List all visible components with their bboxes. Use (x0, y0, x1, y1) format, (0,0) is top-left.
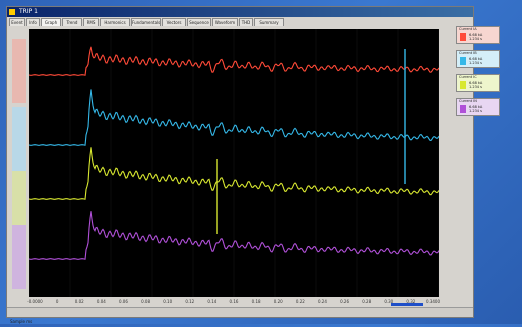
x-tick-label: 0.22 (295, 299, 305, 304)
legend-value-line: 1.234 s (469, 85, 482, 89)
tab-strip: Event Info Graph Trend RMS Harmonics Fundament… (9, 18, 471, 27)
legend-value-line: 1.234 s (469, 37, 482, 41)
x-tick-label: 0.28 (362, 299, 372, 304)
x-tick-label: 0.32 (406, 299, 416, 304)
tab-info[interactable]: Info (26, 18, 40, 26)
legend-swatch (460, 33, 466, 41)
yellow-trace (29, 147, 439, 200)
x-tick-label: 0.04 (96, 299, 106, 304)
legend-values: 6.68 kA 1.234 s (469, 57, 482, 65)
x-tick-label: 0 (55, 299, 59, 304)
waveform-svg (29, 29, 439, 297)
x-tick-label: 0.26 (340, 299, 349, 304)
title-bar[interactable]: TRIP 1 (7, 7, 473, 17)
legend-header: Current IN (459, 99, 477, 103)
x-tick-label: 0.02 (74, 299, 84, 304)
legend-header: Current IB (459, 51, 477, 55)
legend-values: 6.68 kA 1.234 s (469, 105, 482, 113)
y-label-yellow (12, 171, 26, 225)
x-tick-label: 0.24 (317, 299, 327, 304)
legend-item[interactable]: Current IC 6.68 kA 1.234 s (456, 74, 500, 92)
y-label-blue (12, 107, 26, 171)
y-axis-sidebar (11, 29, 28, 297)
x-tick-label: 0.30 (384, 299, 394, 304)
legend-header: Current IC (459, 75, 477, 79)
waveform-plot[interactable] (29, 29, 439, 297)
window-title: TRIP 1 (19, 8, 38, 15)
legend-swatch (460, 81, 466, 89)
tab-event[interactable]: Event (9, 18, 25, 26)
status-text: Sample ms (10, 319, 33, 324)
tab-graph[interactable]: Graph (41, 18, 61, 26)
legend-item[interactable]: Current IN 6.68 kA 1.234 s (456, 98, 500, 116)
x-tick-label: 0.20 (273, 299, 283, 304)
legend-swatch (460, 105, 466, 113)
legend-header: Current IA (459, 27, 477, 31)
legend-values: 6.68 kA 1.234 s (469, 81, 482, 89)
tab-vectors[interactable]: Vectors (162, 18, 186, 26)
x-tick-label: 0.08 (141, 299, 150, 304)
legend-value-line: 6.68 kA (469, 57, 483, 61)
tab-harmonics[interactable]: Harmonics (100, 18, 130, 26)
x-tick-label: 0.06 (118, 299, 128, 304)
x-axis: -0.0000 0 0.02 0.04 0.06 0.08 0.10 0.12 0.14 0.16… (27, 298, 440, 308)
tab-summary[interactable]: Summary (254, 18, 284, 26)
legend-value-line: 1.234 s (469, 61, 482, 65)
x-tick-label: 0.3400 (426, 299, 440, 304)
tab-waveform[interactable]: Waveform (212, 18, 238, 26)
x-tick-label: -0.0000 (27, 299, 43, 304)
purple-trace (29, 211, 439, 260)
tab-rms[interactable]: RMS (83, 18, 99, 26)
x-tick-label: 0.18 (251, 299, 261, 304)
main-window: TRIP 1 Event Info Graph Trend RMS Harmonics Fu… (6, 6, 474, 324)
y-label-purple (12, 225, 26, 289)
y-label-red (12, 39, 26, 103)
tab-thd[interactable]: THD (239, 18, 253, 26)
tab-trend[interactable]: Trend (62, 18, 82, 26)
legend-value-line: 6.68 kA (469, 81, 483, 85)
legend-value-line: 1.234 s (469, 109, 482, 113)
legend-item[interactable]: Current IB 6.68 kA 1.234 s (456, 50, 500, 68)
app-icon (9, 9, 15, 15)
legend-value-line: 6.68 kA (469, 33, 483, 37)
scrollbar-thumb[interactable] (391, 303, 423, 306)
legend-values: 6.68 kA 1.234 s (469, 33, 482, 41)
status-bar: Sample ms (7, 307, 473, 324)
x-tick-label: 0.16 (229, 299, 239, 304)
x-tick-label: 0.12 (185, 299, 195, 304)
x-tick-label: 0.14 (207, 299, 217, 304)
tab-sequence[interactable]: Sequence (187, 18, 211, 26)
blue-trace (29, 89, 439, 146)
red-trace (29, 46, 439, 76)
tab-fundamentals[interactable]: Fundamentals (131, 18, 161, 26)
legend-item[interactable]: Current IA 6.68 kA 1.234 s (456, 26, 500, 44)
legend-value-line: 6.68 kA (469, 105, 483, 109)
legend-swatch (460, 57, 466, 65)
x-tick-label: 0.10 (163, 299, 173, 304)
